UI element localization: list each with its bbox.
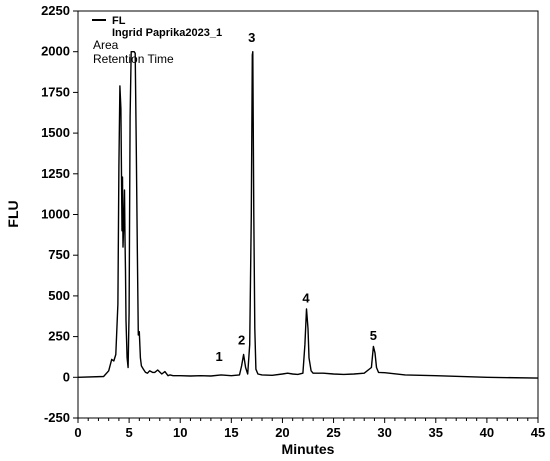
y-tick-label: 1250 (41, 166, 70, 181)
y-tick-label: 250 (48, 329, 70, 344)
x-tick-label: 10 (173, 425, 187, 440)
x-tick-label: 20 (275, 425, 289, 440)
legend-series-name: FL (112, 15, 126, 27)
peak-label: 4 (302, 290, 310, 305)
legend: FL Ingrid Paprika2023_1 Area Retention T… (92, 15, 222, 66)
x-tick-label: 0 (74, 425, 81, 440)
legend-line-area: Area (93, 38, 119, 52)
peak-label: 2 (238, 333, 245, 348)
series-group (77, 51, 539, 379)
x-tick-label: 35 (429, 425, 443, 440)
y-tick-label: 1000 (41, 207, 70, 222)
y-tick-label: 0 (63, 369, 70, 384)
x-axis-title: Minutes (282, 441, 335, 457)
y-tick-label: 1500 (41, 125, 70, 140)
legend-line-retention-time: Retention Time (93, 52, 174, 66)
y-tick-label: 500 (48, 288, 70, 303)
x-axis: 0 5 10 15 20 25 30 35 40 45 (74, 418, 545, 440)
peak-label: 5 (370, 328, 377, 343)
x-tick-label: 40 (480, 425, 494, 440)
y-axis-title: FLU (5, 200, 21, 227)
y-axis: -250 0 250 500 750 1000 1250 1500 1750 2000 2250 (41, 3, 78, 425)
x-tick-label: 5 (125, 425, 132, 440)
y-tick-label: -250 (44, 410, 70, 425)
y-tick-label: 750 (48, 247, 70, 262)
series-line-fl (77, 51, 539, 379)
legend-sample-name: Ingrid Paprika2023_1 (112, 27, 222, 39)
peak-label: 1 (215, 349, 222, 364)
x-tick-label: 25 (326, 425, 340, 440)
x-tick-label: 45 (531, 425, 545, 440)
y-tick-label: 1750 (41, 84, 70, 99)
y-tick-label: 2250 (41, 3, 70, 18)
peak-label: 3 (248, 30, 255, 45)
peak-labels: 1 2 3 4 5 (215, 30, 377, 364)
plot-frame (77, 10, 539, 419)
y-tick-label: 2000 (41, 44, 70, 59)
x-tick-label: 15 (224, 425, 238, 440)
x-tick-label: 30 (377, 425, 391, 440)
